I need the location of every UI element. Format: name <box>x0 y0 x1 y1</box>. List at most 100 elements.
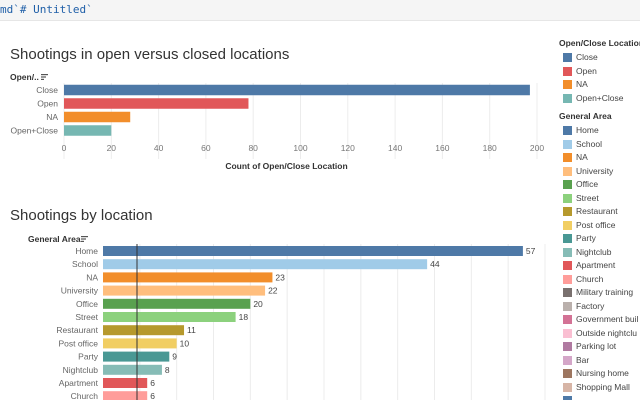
legend2-item[interactable]: Post office <box>556 219 640 233</box>
chart2-category-label: School <box>72 259 98 269</box>
chart2-bar[interactable] <box>103 325 185 336</box>
legend2-item[interactable]: Shopping Mall <box>556 381 640 395</box>
legend1-item[interactable]: Open <box>556 65 640 79</box>
chart2-bar[interactable] <box>103 272 273 283</box>
legend2-swatch <box>563 234 572 243</box>
open-close-chart: Open/.. 0 20 40 60 80 100 120 140 160 180 200 Close O… <box>10 72 544 171</box>
chart2-bar[interactable] <box>103 378 148 388</box>
legend2-swatch <box>563 180 572 189</box>
chart1-sort-icon[interactable] <box>41 74 48 80</box>
legend1-item[interactable]: Close <box>556 51 640 65</box>
legend2-label: Shopping Mall <box>576 381 630 392</box>
chart2-category-label: Office <box>76 299 98 309</box>
legend2-label: Bar <box>576 354 590 365</box>
legend2-label: Street <box>576 192 599 203</box>
legend1-swatch <box>563 53 572 62</box>
legend2-swatch <box>563 288 572 297</box>
chart1-x-tick-label: 140 <box>388 143 402 153</box>
code-cell[interactable]: md`# Untitled` <box>0 0 640 21</box>
chart1-x-tick-label: 40 <box>154 143 164 153</box>
legend2-item[interactable]: NA <box>556 151 640 165</box>
chart2-data-label: 44 <box>430 259 440 269</box>
legend2-item[interactable]: Factory <box>556 300 640 314</box>
chart2-data-label: 6 <box>150 391 155 400</box>
legend2-item[interactable]: University <box>556 165 640 179</box>
chart2-bar[interactable] <box>103 351 170 362</box>
legend2-swatch <box>563 301 572 311</box>
chart2-bar[interactable] <box>103 298 251 309</box>
legend2-swatch <box>563 396 572 400</box>
legend2-item[interactable]: Church <box>556 273 640 287</box>
legend2-item[interactable]: Bar <box>556 354 640 368</box>
legend2-item[interactable]: Parking lot <box>556 340 640 354</box>
chart2-category-label: Street <box>75 312 98 322</box>
legend1-title: Open/Close Location <box>559 38 640 48</box>
chart1-x-tick-label: 60 <box>201 143 211 153</box>
legend2-swatch <box>563 207 572 216</box>
chart2-category-label: University <box>61 286 99 296</box>
chart2-category-label: Nightclub <box>63 365 99 375</box>
chart2-bar[interactable] <box>103 338 177 349</box>
chart2-bar[interactable] <box>103 285 266 296</box>
legend2-label: Office <box>576 179 599 189</box>
chart2-bar[interactable] <box>103 312 236 322</box>
legend2-item[interactable]: School <box>556 138 640 152</box>
legend2-label: Outside nightclu <box>576 327 637 338</box>
legend2-label: Military training <box>576 287 634 297</box>
chart2-data-label: 18 <box>239 312 249 322</box>
legend-panel: Open/Close Location Close Open NA Open+Clos… <box>556 38 640 400</box>
legend2-swatch <box>563 342 572 351</box>
legend2-item[interactable]: Apartment <box>556 259 640 273</box>
legend1-swatch <box>563 93 572 103</box>
chart2-sort-icon[interactable] <box>81 236 88 242</box>
legend2-item[interactable]: Street <box>556 192 640 206</box>
legend2-item[interactable]: Nursing home <box>556 367 640 381</box>
legend1-item[interactable]: Open+Close <box>556 92 640 106</box>
chart1-x-tick-label: 100 <box>293 143 307 153</box>
chart1-bar[interactable] <box>64 84 530 96</box>
legend2-label: NA <box>576 152 588 162</box>
chart1-x-tick-label: 0 <box>62 143 67 153</box>
legend1-swatch <box>563 66 572 76</box>
chart2-category-label: Restaurant <box>56 325 98 335</box>
legend1-item[interactable]: NA <box>556 78 640 92</box>
legend2-swatch <box>563 247 572 257</box>
chart2-axis-header: General Area <box>28 234 81 244</box>
chart2-bar[interactable] <box>103 391 148 400</box>
legend2-item[interactable]: Government buil <box>556 313 640 327</box>
chart1-x-axis-title: Count of Open/Close Location <box>225 161 347 171</box>
legend2-label: University <box>576 165 614 176</box>
chart2-data-label: 9 <box>172 352 177 362</box>
chart1-bar[interactable] <box>64 125 112 136</box>
legend2-item[interactable] <box>556 394 640 400</box>
legend2-swatch <box>563 166 572 176</box>
chart1-x-tick-label: 120 <box>341 143 355 153</box>
chart2-bar[interactable] <box>103 364 162 375</box>
legend2-label: Apartment <box>576 260 616 270</box>
legend2-swatch <box>563 328 572 338</box>
chart2-bar[interactable] <box>103 246 523 256</box>
legend2-swatch <box>563 139 572 149</box>
chart2-category-label: NA <box>86 272 98 282</box>
legend2-item[interactable]: Restaurant <box>556 205 640 219</box>
chart1-bar[interactable] <box>64 98 249 109</box>
location-chart: General Area Home 57 School 44 NA 23 University… <box>28 234 546 400</box>
legend2-item[interactable]: Office <box>556 178 640 192</box>
legend2-item[interactable]: Nightclub <box>556 246 640 260</box>
legend2-swatch <box>563 261 572 270</box>
legend1-label: Close <box>576 52 598 62</box>
chart1-title: Shootings in open versus closed location… <box>10 46 290 63</box>
chart2-data-label: 20 <box>253 299 263 309</box>
legend2-item[interactable]: Military training <box>556 286 640 300</box>
legend2-label: Nightclub <box>576 246 612 257</box>
chart1-x-tick-label: 80 <box>248 143 258 153</box>
legend2-item[interactable]: Home <box>556 124 640 138</box>
chart1-axis-header: Open/.. <box>10 72 39 82</box>
chart2-bar[interactable] <box>103 259 428 270</box>
legend2-list: Home School NA University Office Street Restau… <box>556 124 640 400</box>
legend2-swatch <box>563 315 572 324</box>
legend2-label: Home <box>576 125 599 135</box>
chart1-bar[interactable] <box>64 111 131 123</box>
legend2-item[interactable]: Outside nightclu <box>556 327 640 341</box>
legend2-item[interactable]: Party <box>556 232 640 246</box>
